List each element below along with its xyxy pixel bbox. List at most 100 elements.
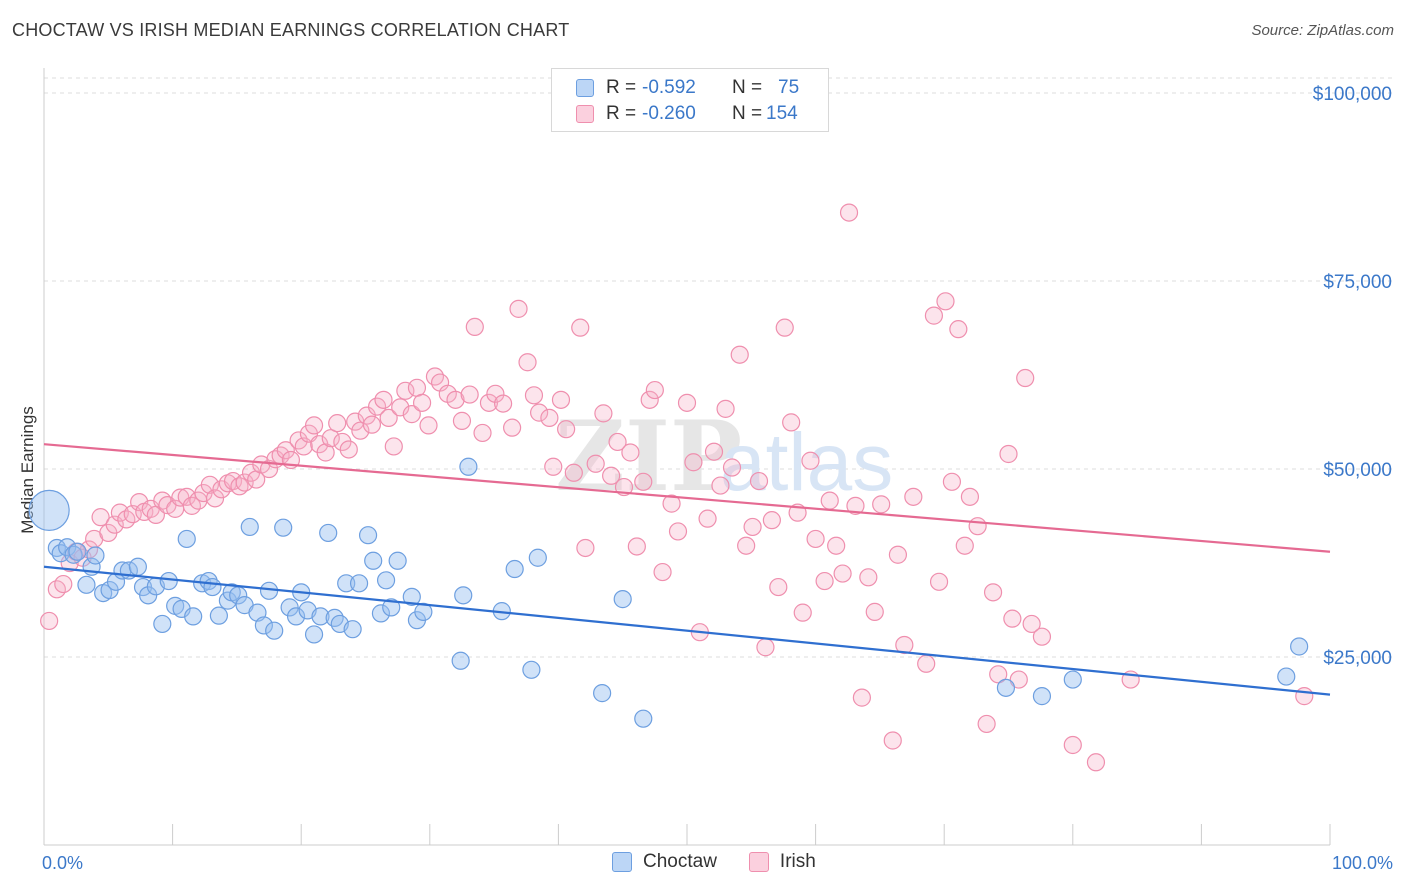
irish-point (917, 654, 936, 673)
legend-item-irish[interactable]: Irish (748, 851, 816, 873)
irish-point (782, 413, 801, 432)
irish-point (815, 571, 834, 591)
choctaw-point (382, 598, 401, 617)
irish-point (960, 487, 980, 506)
irish-point (839, 203, 859, 222)
choctaw-point (402, 587, 421, 606)
irish-point (888, 545, 908, 564)
irish-point (379, 408, 398, 427)
choctaw-point (86, 546, 105, 565)
irish-point (743, 517, 762, 537)
irish-point (486, 384, 505, 403)
choctaw-point (451, 651, 470, 670)
irish-point (872, 495, 891, 514)
irish-point (833, 564, 852, 583)
irish-point (446, 390, 465, 409)
choctaw-point (376, 571, 396, 590)
choctaw-point (240, 517, 259, 537)
irish-point (391, 398, 410, 417)
irish-point (235, 473, 254, 492)
irish-point (924, 306, 944, 325)
irish-point (949, 320, 968, 339)
irish-point (1003, 609, 1022, 628)
y-tick-label: $25,000 (1323, 648, 1392, 669)
gridlines (44, 77, 1392, 658)
irish-point (827, 536, 846, 555)
irish-point (806, 529, 825, 549)
choctaw-point (613, 590, 632, 609)
n-value: 154 (766, 103, 798, 124)
choctaw-point (68, 542, 87, 561)
irish-point (509, 299, 528, 318)
choctaw-point (159, 571, 178, 591)
irish-point (668, 522, 688, 541)
irish-point (412, 393, 432, 412)
irish-point (524, 386, 544, 405)
irish-point (929, 572, 949, 591)
irish-point (396, 381, 415, 400)
irish-point (551, 390, 571, 409)
irish-point (968, 517, 987, 536)
irish-point (321, 429, 340, 448)
choctaw-point (286, 607, 306, 626)
irish-point (1063, 735, 1082, 755)
irish-point (775, 318, 794, 337)
irish-point (503, 418, 522, 437)
choctaw-point (522, 660, 541, 679)
choctaw-point (77, 575, 96, 594)
irish-point (91, 508, 110, 527)
choctaw-point (58, 538, 77, 557)
irish-point (602, 466, 621, 485)
irish-point (362, 415, 382, 434)
irish-point (1016, 368, 1035, 388)
legend-item-choctaw[interactable]: Choctaw (612, 851, 717, 873)
irish-point (762, 511, 781, 530)
irish-point (627, 537, 646, 556)
source-note: Source: ZipAtlas.com (1251, 22, 1394, 39)
irish-point (54, 574, 73, 594)
irish-point (895, 635, 914, 655)
chart-title: CHOCTAW VS IRISH MEDIAN EARNINGS CORRELA… (12, 20, 570, 40)
watermark-atlas: atlas (720, 417, 893, 508)
irish-point (852, 688, 871, 707)
legend-row-choctaw: R = -0.592 N = 75 (576, 76, 799, 100)
irish-point (276, 441, 295, 460)
irish-point (200, 475, 219, 494)
irish-point (130, 493, 149, 512)
irish-point (351, 421, 370, 440)
irish-point (684, 453, 703, 472)
irish-point (571, 318, 590, 337)
irish-point (407, 378, 427, 397)
choctaw-point (28, 489, 70, 531)
choctaw-point (459, 457, 478, 476)
choctaw-point (593, 684, 612, 703)
irish-point (40, 611, 59, 631)
choctaw-point (209, 606, 228, 625)
irish-swatch (576, 105, 594, 123)
choctaw-point (153, 614, 172, 634)
r-value: -0.260 (642, 103, 696, 124)
correlation-legend: R = -0.592 N = 75 R = -0.260 N = 154 (551, 68, 829, 132)
choctaw-point (505, 559, 524, 579)
irish-point (564, 463, 583, 482)
choctaw-point (311, 607, 330, 626)
irish-point (662, 494, 681, 513)
choctaw-point (254, 616, 274, 635)
irish-point (304, 416, 324, 435)
y-tick-label: $75,000 (1323, 272, 1392, 293)
irish-point (357, 406, 376, 425)
choctaw-point (343, 620, 362, 639)
choctaw-point (358, 526, 378, 545)
choctaw-point (454, 586, 473, 605)
irish-point (105, 515, 124, 534)
irish-legend-label: Irish (779, 851, 816, 872)
irish-point (1086, 753, 1106, 772)
irish-point (594, 404, 613, 423)
choctaw-point (996, 678, 1016, 697)
irish-point (955, 536, 974, 555)
irish-point (769, 577, 788, 597)
irish-point (384, 437, 403, 456)
irish-point (793, 603, 812, 622)
irish-point (634, 472, 653, 491)
